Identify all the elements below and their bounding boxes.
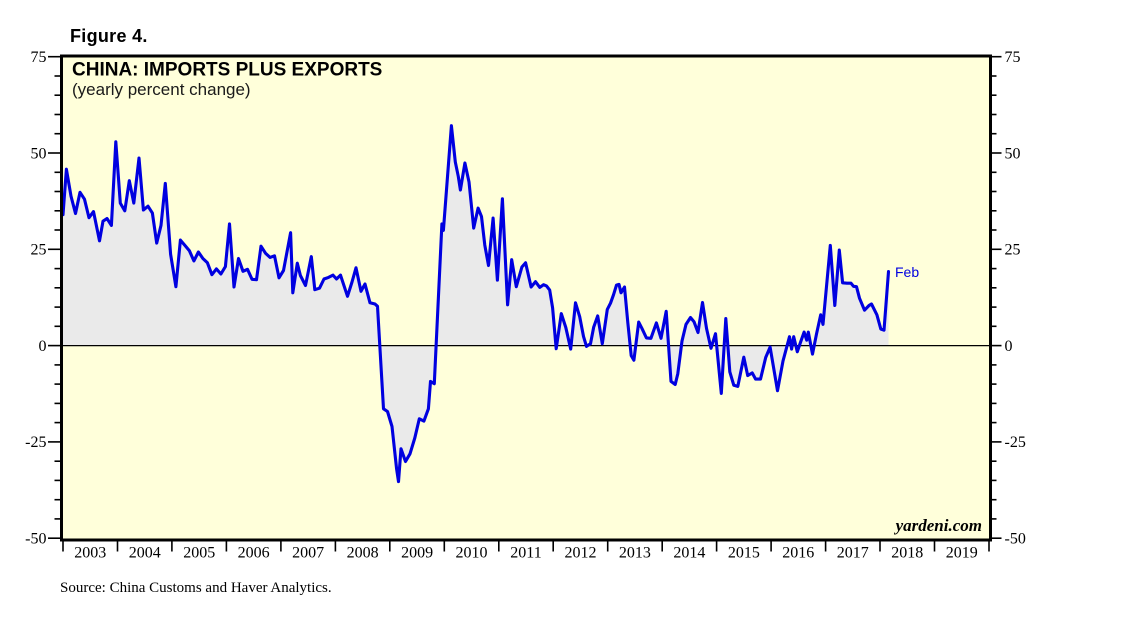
svg-text:-50: -50 — [25, 531, 46, 548]
svg-text:2007: 2007 — [292, 545, 324, 562]
svg-text:2015: 2015 — [728, 545, 760, 562]
svg-text:2008: 2008 — [347, 545, 379, 562]
svg-text:2004: 2004 — [129, 545, 161, 562]
svg-text:-25: -25 — [1005, 434, 1026, 451]
svg-text:(yearly percent change): (yearly percent change) — [72, 80, 251, 99]
svg-text:25: 25 — [31, 242, 47, 259]
svg-text:75: 75 — [31, 49, 47, 66]
svg-text:2012: 2012 — [565, 545, 597, 562]
svg-text:2006: 2006 — [238, 545, 270, 562]
svg-text:2013: 2013 — [619, 545, 651, 562]
svg-text:2009: 2009 — [401, 545, 433, 562]
svg-text:50: 50 — [1005, 145, 1021, 162]
svg-text:-25: -25 — [25, 434, 46, 451]
svg-text:25: 25 — [1005, 242, 1021, 259]
svg-text:0: 0 — [39, 338, 47, 355]
svg-text:2018: 2018 — [891, 545, 923, 562]
svg-text:yardeni.com: yardeni.com — [894, 516, 982, 535]
svg-text:2019: 2019 — [946, 545, 978, 562]
svg-text:CHINA: IMPORTS PLUS EXPORTS: CHINA: IMPORTS PLUS EXPORTS — [72, 60, 382, 81]
svg-text:2010: 2010 — [456, 545, 488, 562]
svg-text:-50: -50 — [1005, 531, 1026, 548]
svg-text:75: 75 — [1005, 49, 1021, 66]
svg-text:Source: China Customs and Have: Source: China Customs and Haver Analytic… — [60, 580, 332, 596]
svg-text:2014: 2014 — [673, 545, 705, 562]
svg-text:2003: 2003 — [74, 545, 106, 562]
svg-text:2005: 2005 — [183, 545, 215, 562]
svg-text:50: 50 — [31, 145, 47, 162]
svg-text:2011: 2011 — [510, 545, 541, 562]
svg-text:Figure 4.: Figure 4. — [70, 26, 148, 46]
svg-text:2016: 2016 — [782, 545, 814, 562]
svg-text:Feb: Feb — [895, 264, 919, 280]
svg-text:0: 0 — [1005, 338, 1013, 355]
svg-text:2017: 2017 — [837, 545, 869, 562]
